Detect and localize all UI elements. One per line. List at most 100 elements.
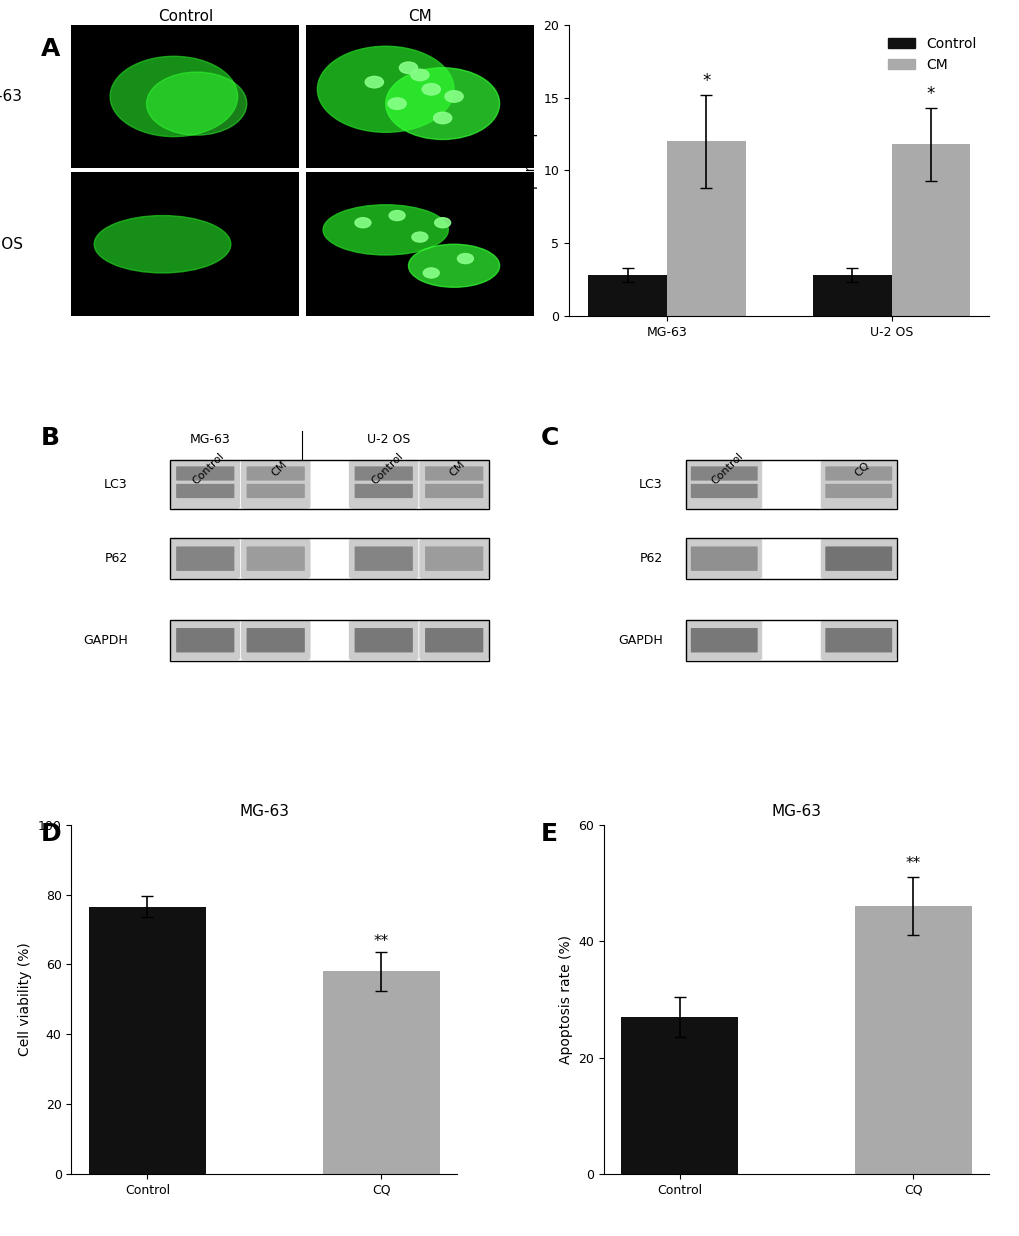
Bar [89,907,206,1174]
Bar [812,276,891,316]
FancyBboxPatch shape [425,466,483,481]
Y-axis label: U-2 OS: U-2 OS [0,237,22,252]
Circle shape [317,46,453,132]
FancyBboxPatch shape [419,619,489,660]
Circle shape [365,77,383,88]
Text: LC3: LC3 [104,478,127,491]
Text: Control: Control [191,451,226,487]
Title: CM: CM [408,9,431,23]
Circle shape [110,57,237,137]
Text: MG-63: MG-63 [190,434,230,446]
Bar [170,619,489,660]
Circle shape [457,253,473,263]
Text: CM: CM [447,460,467,478]
FancyBboxPatch shape [240,539,311,580]
Y-axis label: Apoptosis rate (%): Apoptosis rate (%) [558,934,572,1064]
Text: U-2 OS: U-2 OS [367,434,410,446]
Text: *: * [926,85,934,104]
FancyBboxPatch shape [355,466,413,481]
FancyBboxPatch shape [348,619,419,660]
Bar [621,1017,738,1174]
Text: CQ: CQ [852,460,871,478]
Circle shape [411,69,429,80]
FancyBboxPatch shape [355,628,413,653]
Circle shape [355,218,371,227]
Text: Control: Control [369,451,405,487]
Circle shape [147,72,247,135]
Bar [588,276,666,316]
FancyBboxPatch shape [170,539,240,580]
Text: CM: CM [269,460,288,478]
FancyBboxPatch shape [819,460,897,509]
Y-axis label: MG-63: MG-63 [0,89,22,104]
Bar [170,539,489,580]
FancyBboxPatch shape [824,466,892,481]
FancyBboxPatch shape [247,483,305,498]
FancyBboxPatch shape [176,628,234,653]
FancyBboxPatch shape [170,619,240,660]
FancyBboxPatch shape [824,628,892,653]
FancyBboxPatch shape [247,546,305,571]
FancyBboxPatch shape [824,483,892,498]
Legend: Control, CM: Control, CM [881,32,981,78]
Title: Control: Control [158,9,213,23]
Text: D: D [41,822,61,845]
FancyBboxPatch shape [355,546,413,571]
Text: **: ** [373,933,388,949]
Bar [854,906,971,1174]
FancyBboxPatch shape [247,466,305,481]
FancyBboxPatch shape [690,466,757,481]
FancyBboxPatch shape [819,539,897,580]
Circle shape [412,232,427,242]
FancyBboxPatch shape [690,546,757,571]
FancyBboxPatch shape [176,483,234,498]
Text: B: B [41,426,60,450]
Text: *: * [701,72,709,90]
Title: MG-63: MG-63 [770,805,820,819]
Text: **: ** [905,857,920,871]
Text: P62: P62 [639,552,662,565]
FancyBboxPatch shape [824,546,892,571]
Text: GAPDH: GAPDH [83,634,127,646]
FancyBboxPatch shape [685,619,762,660]
Circle shape [387,98,406,109]
Bar [170,460,489,509]
FancyBboxPatch shape [685,460,762,509]
Text: LC3: LC3 [639,478,662,491]
Y-axis label: Cell viability (%): Cell viability (%) [18,943,33,1057]
FancyBboxPatch shape [425,483,483,498]
Ellipse shape [323,205,448,255]
FancyBboxPatch shape [690,483,757,498]
Circle shape [434,218,450,227]
Bar [685,460,897,509]
FancyBboxPatch shape [348,460,419,509]
Text: Control: Control [709,451,745,487]
FancyBboxPatch shape [348,539,419,580]
FancyBboxPatch shape [176,546,234,571]
FancyBboxPatch shape [425,546,483,571]
Circle shape [422,84,440,95]
Bar [685,539,897,580]
FancyBboxPatch shape [240,619,311,660]
FancyBboxPatch shape [247,628,305,653]
FancyBboxPatch shape [419,460,489,509]
Bar [891,145,969,316]
Circle shape [433,112,451,124]
FancyBboxPatch shape [170,460,240,509]
FancyBboxPatch shape [355,483,413,498]
Y-axis label: GFP LC-3 puncta per cell: GFP LC-3 puncta per cell [524,85,537,256]
Circle shape [444,90,463,103]
FancyBboxPatch shape [176,466,234,481]
Text: A: A [41,37,60,61]
Bar [666,141,745,316]
Bar [685,619,897,660]
Ellipse shape [94,215,230,273]
Circle shape [423,268,439,278]
FancyBboxPatch shape [819,619,897,660]
Text: P62: P62 [104,552,127,565]
FancyBboxPatch shape [685,539,762,580]
Circle shape [389,210,405,220]
FancyBboxPatch shape [419,539,489,580]
FancyBboxPatch shape [425,628,483,653]
Circle shape [399,62,417,73]
